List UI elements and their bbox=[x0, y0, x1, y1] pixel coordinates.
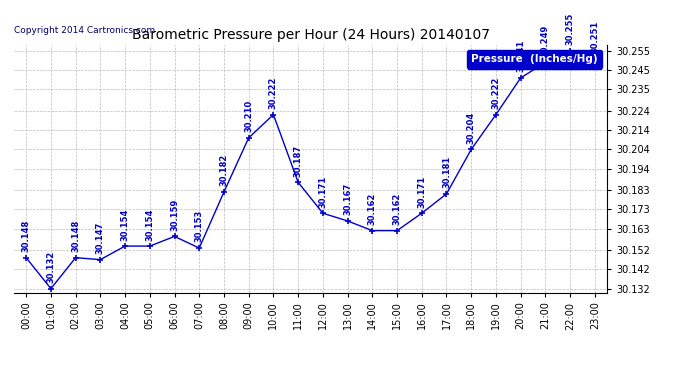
Text: 30.162: 30.162 bbox=[368, 193, 377, 225]
Text: 30.187: 30.187 bbox=[294, 145, 303, 177]
Text: 30.182: 30.182 bbox=[219, 154, 228, 186]
Text: 30.204: 30.204 bbox=[466, 112, 475, 144]
Text: 30.241: 30.241 bbox=[516, 40, 525, 72]
Text: 30.132: 30.132 bbox=[46, 251, 55, 283]
Text: 30.255: 30.255 bbox=[566, 13, 575, 45]
Text: 30.148: 30.148 bbox=[71, 220, 80, 252]
Title: Barometric Pressure per Hour (24 Hours) 20140107: Barometric Pressure per Hour (24 Hours) … bbox=[132, 28, 489, 42]
Text: 30.171: 30.171 bbox=[417, 176, 426, 208]
Text: 30.154: 30.154 bbox=[146, 208, 155, 240]
Text: 30.249: 30.249 bbox=[541, 25, 550, 57]
Text: 30.167: 30.167 bbox=[343, 183, 352, 215]
Text: 30.154: 30.154 bbox=[121, 208, 130, 240]
Text: 30.159: 30.159 bbox=[170, 199, 179, 231]
Text: 30.147: 30.147 bbox=[96, 222, 105, 254]
Text: 30.222: 30.222 bbox=[491, 76, 500, 109]
Text: 30.251: 30.251 bbox=[591, 21, 600, 53]
Text: 30.148: 30.148 bbox=[21, 220, 30, 252]
Text: 30.153: 30.153 bbox=[195, 210, 204, 243]
Text: 30.210: 30.210 bbox=[244, 100, 253, 132]
Text: Copyright 2014 Cartronics.com: Copyright 2014 Cartronics.com bbox=[14, 26, 155, 35]
Text: 30.171: 30.171 bbox=[318, 176, 327, 208]
Legend: Pressure  (Inches/Hg): Pressure (Inches/Hg) bbox=[467, 50, 602, 69]
Text: 30.162: 30.162 bbox=[393, 193, 402, 225]
Text: 30.181: 30.181 bbox=[442, 156, 451, 188]
Text: 30.222: 30.222 bbox=[269, 76, 278, 109]
